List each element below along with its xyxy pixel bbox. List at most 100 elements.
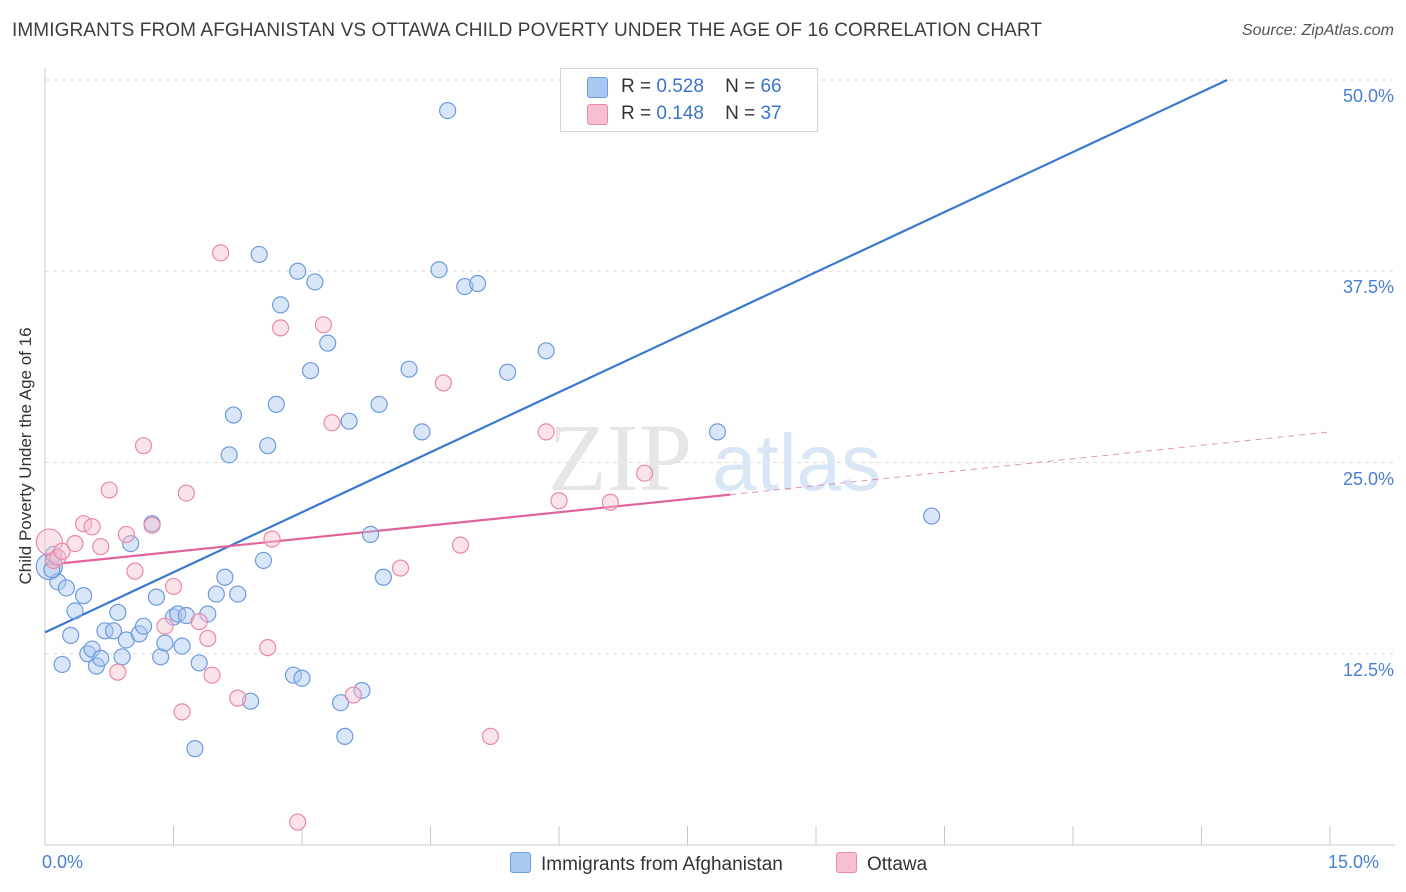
point-afghanistan xyxy=(224,406,243,424)
point-afghanistan xyxy=(374,568,392,586)
point-afghanistan xyxy=(190,654,208,672)
point-ottawa xyxy=(451,536,470,554)
point-ottawa xyxy=(323,414,341,432)
y-tick-label: 12.5% xyxy=(1342,659,1394,680)
point-ottawa xyxy=(212,244,230,262)
point-afghanistan xyxy=(186,740,204,758)
point-afghanistan xyxy=(259,437,277,455)
trendlines xyxy=(44,79,1331,634)
point-afghanistan xyxy=(207,585,225,603)
bottom-legend-label: Ottawa xyxy=(867,854,928,875)
point-ottawa xyxy=(173,703,191,721)
point-afghanistan xyxy=(537,342,555,360)
point-afghanistan xyxy=(74,587,93,605)
point-afghanistan xyxy=(430,261,448,279)
point-ottawa xyxy=(53,542,71,560)
point-ottawa xyxy=(636,464,654,482)
point-afghanistan xyxy=(469,274,487,293)
point-afghanistan xyxy=(331,694,350,712)
point-ottawa xyxy=(434,374,452,392)
point-afghanistan xyxy=(400,360,418,378)
point-afghanistan xyxy=(271,296,290,314)
legend-r-value: 0.528 xyxy=(656,76,704,97)
point-ottawa xyxy=(66,534,84,553)
axes xyxy=(44,68,1395,846)
point-ottawa xyxy=(314,316,333,334)
point-ottawa xyxy=(134,437,153,455)
point-afghanistan xyxy=(250,245,268,264)
point-afghanistan xyxy=(83,640,101,658)
point-afghanistan xyxy=(113,648,131,666)
point-ottawa xyxy=(190,613,208,631)
watermark: ZIP atlas xyxy=(548,404,881,511)
point-afghanistan xyxy=(319,334,337,352)
point-afghanistan xyxy=(353,681,371,700)
legend-r-label: R = xyxy=(621,103,652,124)
y-axis-label: Child Poverty Under the Age of 16 xyxy=(16,327,35,585)
point-ottawa xyxy=(601,493,620,511)
legend-n-label: N = xyxy=(725,103,756,124)
y-tick-label: 37.5% xyxy=(1342,277,1394,298)
point-afghanistan xyxy=(289,262,307,280)
point-ottawa xyxy=(35,528,63,556)
legend-n-label: N = xyxy=(725,76,756,97)
point-ottawa xyxy=(177,484,195,502)
point-ottawa xyxy=(126,562,144,580)
point-ottawa xyxy=(83,518,101,536)
point-afghanistan xyxy=(220,446,238,464)
point-afghanistan xyxy=(229,585,247,603)
point-ottawa xyxy=(289,813,307,831)
point-afghanistan xyxy=(169,605,187,623)
legend-swatch-pink xyxy=(587,104,608,125)
trendline xyxy=(44,79,1228,634)
point-ottawa xyxy=(117,525,135,544)
point-ottawa xyxy=(156,617,174,635)
legend-r-value: 0.148 xyxy=(656,103,704,124)
watermark-zip: ZIP xyxy=(548,404,692,511)
point-afghanistan xyxy=(923,507,941,525)
point-afghanistan xyxy=(147,588,165,606)
point-afghanistan xyxy=(254,551,273,570)
point-afghanistan xyxy=(134,617,153,635)
bottom-legend-ottawa: Ottawa xyxy=(836,852,927,876)
point-afghanistan xyxy=(456,277,474,296)
bottom-legend-swatch-blue xyxy=(510,852,531,873)
legend-n-value: 37 xyxy=(760,103,782,124)
point-afghanistan xyxy=(439,101,457,120)
point-afghanistan xyxy=(173,637,191,655)
point-ottawa xyxy=(344,686,362,704)
point-afghanistan xyxy=(53,655,71,674)
legend-swatch-blue xyxy=(587,77,608,98)
grid-lines xyxy=(45,79,1395,655)
data-points xyxy=(35,101,941,831)
watermark-atlas: atlas xyxy=(712,418,881,507)
point-ottawa xyxy=(199,629,217,648)
point-afghanistan xyxy=(109,603,127,622)
trendline xyxy=(730,431,1331,496)
bottom-legend-label: Immigrants from Afghanistan xyxy=(541,854,783,875)
point-ottawa xyxy=(203,666,221,684)
point-ottawa xyxy=(164,577,183,596)
point-ottawa xyxy=(143,516,161,534)
point-afghanistan xyxy=(92,649,110,667)
point-afghanistan xyxy=(293,669,311,687)
y-tick-label: 25.0% xyxy=(1342,468,1394,489)
point-afghanistan xyxy=(306,273,324,291)
point-afghanistan xyxy=(66,602,84,620)
point-afghanistan xyxy=(413,423,431,441)
point-afghanistan xyxy=(122,534,140,553)
point-afghanistan xyxy=(104,622,123,640)
point-afghanistan xyxy=(216,568,234,586)
y-tick-label: 50.0% xyxy=(1342,86,1394,106)
point-afghanistan xyxy=(242,692,260,710)
point-ottawa xyxy=(550,492,568,510)
x-tick-label-max: 15.0% xyxy=(1328,852,1380,872)
point-ottawa xyxy=(263,530,281,548)
point-ottawa xyxy=(229,689,247,707)
chart-title: IMMIGRANTS FROM AFGHANISTAN VS OTTAWA CH… xyxy=(12,20,1043,41)
legend-r-label: R = xyxy=(621,76,652,97)
point-ottawa xyxy=(100,481,118,499)
point-ottawa xyxy=(259,639,277,657)
point-ottawa xyxy=(271,319,290,337)
